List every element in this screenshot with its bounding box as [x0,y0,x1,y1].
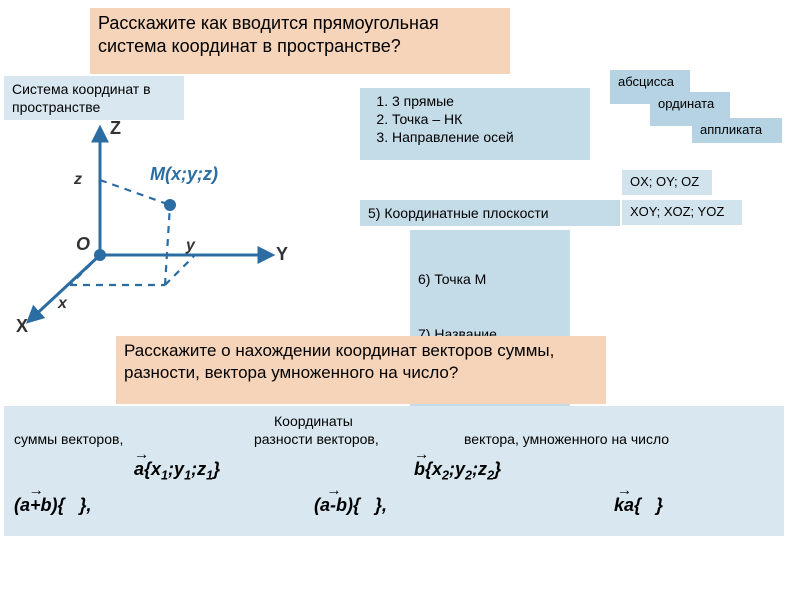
main-question-1: Расскажите как вводится прямоугольная си… [90,8,510,74]
step-3: Направление осей [392,128,582,146]
svg-text:x: x [57,295,68,312]
tag-axes-text: OX; OY; OZ [630,174,699,189]
coordinate-diagram: Z Y X O z y x M(x;y;z) [10,110,330,340]
vec-b: b{x2;y2;z2} [414,458,501,484]
sum-result: (a+b){ }, [14,494,92,517]
diff-label: разности векторов, [254,430,379,448]
main-question-1-text: Расскажите как вводится прямоугольная си… [98,13,439,56]
vector-coords-box: Координаты суммы векторов, разности вект… [4,406,784,536]
svg-text:M(x;y;z): M(x;y;z) [150,164,218,184]
tag-applicate: аппликата [692,118,782,143]
tag-abscissa-text: абсцисса [618,74,674,89]
step-5: 5) Координатные плоскости [368,205,549,221]
step-2: Точка – НК [392,110,582,128]
sum-label: суммы векторов, [14,430,123,448]
tag-ordinate-text: ордината [658,96,714,111]
step-6: 6) Точка М [418,270,562,288]
svg-text:z: z [73,171,82,188]
diff-result: (a-b){ }, [314,494,387,517]
svg-text:O: O [76,234,90,254]
svg-text:Y: Y [276,244,288,264]
step-5-box: 5) Координатные плоскости [360,200,620,226]
tag-planes: XOY; XOZ; YOZ [622,200,742,225]
main-question-2: Расскажите о нахождении координат вектор… [116,336,606,404]
coords-title: Координаты [274,412,353,430]
scal-result: ka{ } [614,494,663,517]
steps-list-box: 3 прямые Точка – НК Направление осей [360,88,590,160]
svg-text:Z: Z [110,118,121,138]
vec-a: a{x1;y1;z1} [134,458,220,484]
tag-axes: OX; OY; OZ [622,170,712,195]
main-question-2-text: Расскажите о нахождении координат вектор… [124,341,554,382]
tag-planes-text: XOY; XOZ; YOZ [630,204,724,219]
tag-applicate-text: аппликата [700,122,762,137]
svg-text:y: y [185,237,196,254]
scal-label: вектора, умноженного на число [464,430,669,448]
step-1: 3 прямые [392,92,582,110]
svg-text:X: X [16,316,28,336]
